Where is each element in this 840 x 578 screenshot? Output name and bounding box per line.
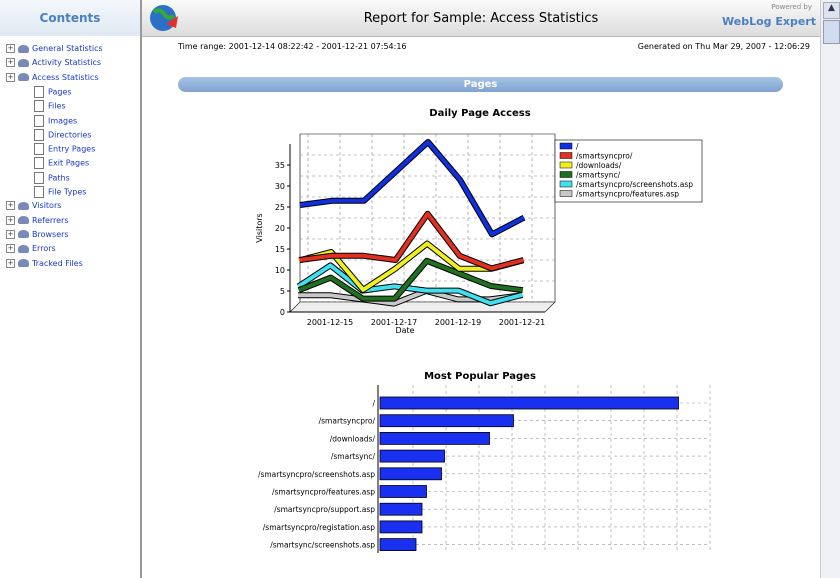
bar bbox=[379, 485, 427, 498]
y-tick-label: 5 bbox=[280, 287, 285, 296]
y-tick-label: /smartsync/screenshots.asp bbox=[270, 541, 375, 550]
y-tick-label: /smartsync/ bbox=[331, 452, 376, 461]
tree-label[interactable]: Exit Pages bbox=[48, 158, 90, 168]
tree-item[interactable]: + Access Statistics bbox=[6, 72, 99, 82]
tree-item[interactable]: + Errors bbox=[6, 244, 56, 254]
y-tick-label: 10 bbox=[275, 266, 285, 275]
tree-item[interactable]: Entry Pages bbox=[34, 143, 96, 156]
tree-label[interactable]: Tracked Files bbox=[32, 258, 83, 268]
y-tick-label: 35 bbox=[275, 161, 285, 170]
bar bbox=[379, 396, 679, 410]
tree-label[interactable]: Pages bbox=[48, 87, 72, 97]
legend-swatch bbox=[559, 180, 573, 188]
tree-label[interactable]: Access Statistics bbox=[32, 72, 99, 82]
section-bar: Pages bbox=[178, 77, 783, 92]
line bbox=[299, 140, 525, 237]
logo bbox=[150, 5, 178, 31]
legend-label: /smartsyncpro/ bbox=[576, 152, 633, 161]
legend-label: / bbox=[576, 142, 579, 151]
y-tick-label: 30 bbox=[275, 182, 285, 191]
powered-by: Powered by bbox=[771, 3, 812, 11]
tree-item[interactable]: Files bbox=[34, 100, 66, 113]
tree-item[interactable]: + Visitors bbox=[6, 201, 62, 211]
sidebar-title: Contents bbox=[0, 0, 140, 36]
chart-title: Daily Page Access bbox=[429, 108, 530, 119]
bar bbox=[379, 538, 417, 551]
legend-label: /smartsyncpro/screenshots.asp bbox=[576, 180, 693, 189]
tree-item[interactable]: Exit Pages bbox=[34, 157, 90, 170]
generated: Generated on Thu Mar 29, 2007 - 12:06:29 bbox=[637, 42, 810, 51]
legend-swatch bbox=[559, 171, 573, 178]
y-tick-label: /smartsyncpro/screenshots.asp bbox=[258, 470, 375, 479]
y-tick-label: / bbox=[372, 399, 375, 408]
x-tick-label: 2001-12-21 bbox=[499, 318, 546, 327]
tree-label[interactable]: Directories bbox=[48, 130, 92, 140]
tree-item[interactable]: + Referrers bbox=[6, 215, 69, 225]
tree-item[interactable]: Images bbox=[34, 114, 78, 127]
legend-label: /smartsync/ bbox=[576, 171, 621, 180]
time-range: Time range: 2001-12-14 08:22:42 - 2001-1… bbox=[178, 42, 407, 51]
tree-item[interactable]: File Types bbox=[34, 186, 86, 198]
tree-label[interactable]: File Types bbox=[48, 187, 87, 197]
tree-label[interactable]: Errors bbox=[32, 244, 56, 254]
tree-label[interactable]: Entry Pages bbox=[48, 144, 96, 154]
legend-swatch bbox=[559, 190, 573, 197]
tree-item[interactable]: + Browsers bbox=[6, 229, 69, 239]
tree-item[interactable]: + General Statistics bbox=[6, 44, 103, 53]
y-tick-label: /smartsyncpro/features.asp bbox=[272, 488, 375, 497]
legend-swatch bbox=[559, 161, 573, 169]
legend-swatch bbox=[559, 152, 573, 159]
y-tick-label: 25 bbox=[275, 203, 285, 212]
scroll-thumb[interactable] bbox=[823, 20, 840, 44]
tree-label[interactable]: Activity Statistics bbox=[32, 58, 102, 68]
tree-label[interactable]: Referrers bbox=[32, 215, 69, 225]
tree-label[interactable]: Browsers bbox=[32, 229, 69, 239]
y-axis-label: Visitors bbox=[255, 213, 264, 242]
y-tick-label: /downloads/ bbox=[330, 434, 376, 443]
scrollbar[interactable]: ▲ bbox=[820, 0, 840, 578]
y-tick-label: 15 bbox=[275, 245, 285, 254]
bar bbox=[379, 431, 490, 445]
tree-label[interactable]: General Statistics bbox=[32, 44, 103, 53]
tree-label[interactable]: Visitors bbox=[32, 201, 62, 211]
y-tick-label: /smartsyncpro/registation.asp bbox=[263, 523, 375, 532]
header-title: Report for Sample: Access Statistics bbox=[363, 11, 599, 26]
line bbox=[298, 258, 524, 301]
legend-label: /downloads/ bbox=[576, 161, 622, 170]
scroll-up[interactable]: ▲ bbox=[823, 2, 840, 19]
sidebar: Contents + General Statistics + Activity St… bbox=[0, 0, 142, 578]
x-tick-label: 2001-12-19 bbox=[435, 318, 482, 327]
x-tick-label: 2001-12-15 bbox=[307, 318, 354, 327]
chart-title: Most Popular Pages bbox=[424, 371, 536, 382]
x-tick-label: 2001-12-17 bbox=[371, 318, 418, 327]
line bbox=[299, 211, 525, 271]
bar bbox=[379, 520, 423, 534]
bar bbox=[379, 414, 514, 428]
bar bbox=[379, 449, 445, 463]
bar bbox=[379, 467, 442, 481]
tree-label[interactable]: Images bbox=[48, 116, 78, 125]
tree-label[interactable]: Files bbox=[48, 101, 66, 111]
line bbox=[297, 263, 523, 306]
header: Report for Sample: Access Statistics Pow… bbox=[142, 0, 820, 37]
y-tick-label: /smartsyncpro/ bbox=[319, 417, 376, 426]
charts: Daily Page Access 0 5 10 15 20 25 30 35 2001-12-1… bbox=[255, 108, 711, 553]
legend bbox=[554, 139, 703, 203]
tree-item[interactable]: Directories bbox=[34, 128, 92, 141]
y-tick-label: /smartsyncpro/support.asp bbox=[274, 505, 375, 514]
tree-item[interactable]: Pages bbox=[34, 85, 72, 98]
brand: WebLog Expert bbox=[722, 15, 816, 28]
tree-item[interactable]: + Tracked Files bbox=[6, 258, 83, 268]
floor bbox=[289, 301, 556, 313]
tree-item[interactable]: + Activity Statistics bbox=[6, 58, 102, 68]
legend-swatch bbox=[559, 142, 573, 150]
y-tick-label: 0 bbox=[280, 308, 285, 317]
y-tick-label: 20 bbox=[275, 224, 285, 233]
tree-item[interactable]: Paths bbox=[34, 171, 70, 184]
x-axis-label: Date bbox=[395, 326, 414, 335]
bar bbox=[379, 502, 423, 516]
tree-label[interactable]: Paths bbox=[48, 173, 70, 183]
legend-label: /smartsyncpro/features.asp bbox=[576, 190, 679, 199]
